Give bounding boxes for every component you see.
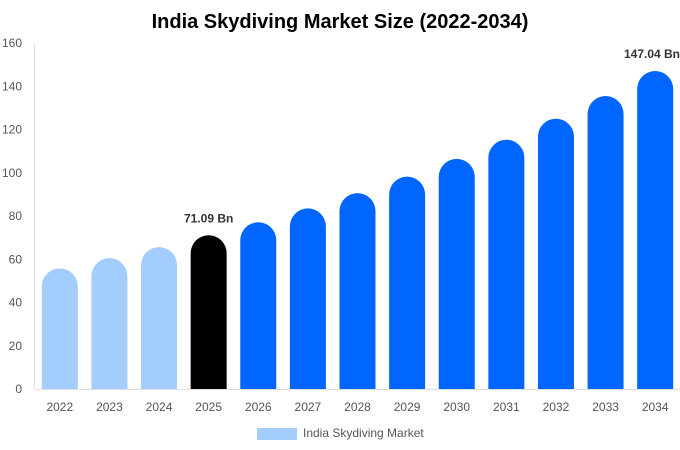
bar-2022[interactable] — [41, 268, 78, 389]
chart-title: India Skydiving Market Size (2022-2034) — [152, 11, 529, 33]
x-tick-label: 2030 — [443, 400, 470, 414]
bar-2029[interactable] — [389, 176, 426, 389]
bar-2028[interactable] — [339, 193, 376, 389]
y-tick-label: 80 — [9, 209, 23, 223]
x-tick-label: 2034 — [642, 400, 669, 414]
data-label: 71.09 Bn — [184, 211, 233, 225]
x-tick-label: 2031 — [493, 400, 520, 414]
legend-label[interactable]: India Skydiving Market — [303, 426, 424, 440]
x-tick-label: 2022 — [46, 400, 73, 414]
x-tick-label: 2032 — [543, 400, 570, 414]
legend-swatch[interactable] — [257, 428, 297, 440]
y-tick-label: 140 — [2, 79, 22, 93]
x-tick-label: 2026 — [245, 400, 272, 414]
bar-2032[interactable] — [537, 118, 574, 389]
x-tick-label: 2023 — [96, 400, 123, 414]
bar-2031[interactable] — [488, 139, 525, 389]
y-tick-label: 20 — [9, 339, 23, 353]
data-label: 147.04 Bn — [624, 47, 680, 61]
x-axis: 2022 2023 2024 2025 2026 2027 2028 2029 2030 2031… — [35, 389, 680, 414]
y-tick-label: 160 — [2, 36, 22, 50]
y-axis: 0 20 40 60 80 100 120 140 160 — [2, 36, 35, 396]
bar-2034[interactable] — [637, 71, 674, 389]
x-tick-label: 2024 — [146, 400, 173, 414]
bar-2033[interactable] — [587, 95, 624, 389]
x-tick-label: 2029 — [394, 400, 421, 414]
x-tick-label: 2025 — [195, 400, 222, 414]
data-labels: 71.09 Bn 147.04 Bn — [184, 47, 680, 225]
bar-2025[interactable] — [190, 235, 227, 389]
y-tick-label: 100 — [2, 166, 22, 180]
y-tick-label: 0 — [15, 382, 22, 396]
bar-2026[interactable] — [240, 222, 277, 389]
x-tick-label: 2028 — [344, 400, 371, 414]
y-tick-label: 60 — [9, 252, 23, 266]
bar-2027[interactable] — [289, 208, 326, 389]
y-tick-label: 40 — [9, 296, 23, 310]
x-tick-label: 2033 — [592, 400, 619, 414]
bar-2024[interactable] — [141, 247, 178, 389]
bar-2030[interactable] — [438, 158, 475, 389]
bars — [41, 71, 674, 389]
bar-2023[interactable] — [91, 258, 128, 389]
x-tick-label: 2027 — [295, 400, 322, 414]
y-tick-label: 120 — [2, 123, 22, 137]
